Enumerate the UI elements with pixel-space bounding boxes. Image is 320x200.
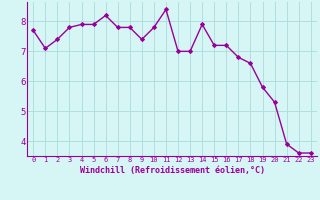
X-axis label: Windchill (Refroidissement éolien,°C): Windchill (Refroidissement éolien,°C) — [79, 166, 265, 175]
